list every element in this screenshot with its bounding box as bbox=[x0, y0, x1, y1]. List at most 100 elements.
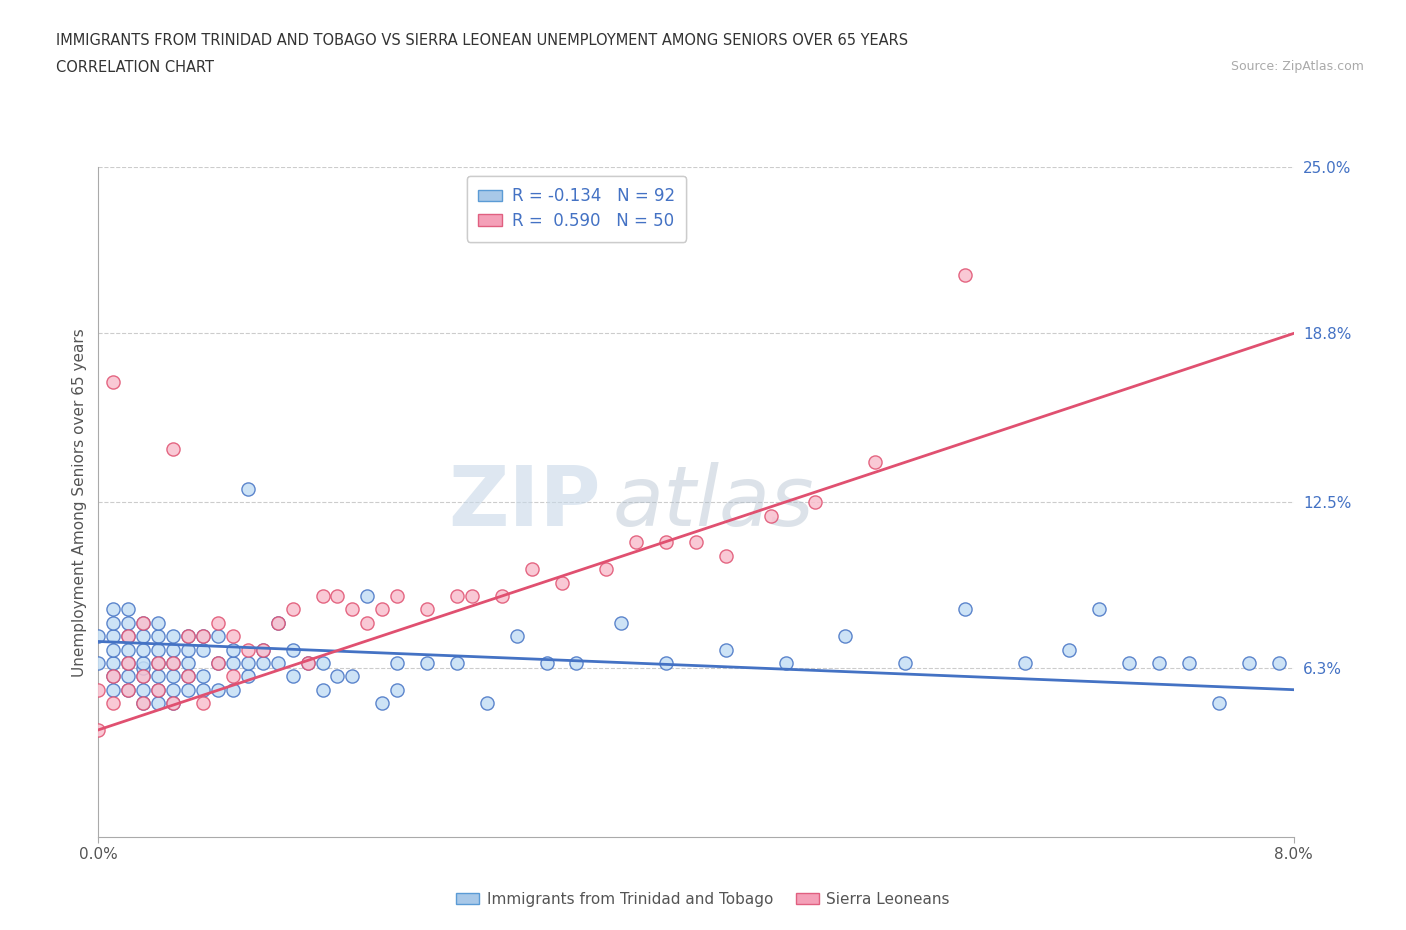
Point bbox=[267, 616, 290, 631]
Point bbox=[117, 629, 139, 644]
Point bbox=[162, 656, 184, 671]
Point bbox=[236, 482, 259, 497]
Point bbox=[222, 629, 245, 644]
Point bbox=[342, 669, 364, 684]
Point bbox=[461, 589, 484, 604]
Point bbox=[281, 669, 304, 684]
Point bbox=[87, 683, 110, 698]
Point bbox=[416, 656, 439, 671]
Point bbox=[297, 656, 319, 671]
Point bbox=[191, 683, 214, 698]
Point bbox=[87, 723, 110, 737]
Point bbox=[475, 696, 498, 711]
Point bbox=[267, 656, 290, 671]
Point bbox=[148, 656, 170, 671]
Point bbox=[103, 616, 125, 631]
Point bbox=[162, 669, 184, 684]
Point bbox=[1208, 696, 1230, 711]
Point bbox=[1118, 656, 1140, 671]
Point bbox=[162, 629, 184, 644]
Point bbox=[342, 602, 364, 617]
Point bbox=[132, 616, 155, 631]
Point bbox=[177, 642, 200, 657]
Point bbox=[536, 656, 558, 671]
Point bbox=[132, 669, 155, 684]
Point bbox=[162, 642, 184, 657]
Text: atlas: atlas bbox=[613, 461, 814, 543]
Point bbox=[117, 683, 139, 698]
Point bbox=[177, 656, 200, 671]
Point bbox=[550, 575, 572, 590]
Point bbox=[191, 669, 214, 684]
Point bbox=[148, 629, 170, 644]
Point bbox=[103, 669, 125, 684]
Point bbox=[117, 656, 139, 671]
Point bbox=[236, 656, 259, 671]
Point bbox=[385, 656, 409, 671]
Point bbox=[236, 642, 259, 657]
Point bbox=[759, 508, 782, 523]
Point bbox=[252, 642, 274, 657]
Point bbox=[222, 656, 245, 671]
Point bbox=[655, 535, 678, 550]
Point bbox=[132, 696, 155, 711]
Text: CORRELATION CHART: CORRELATION CHART bbox=[56, 60, 214, 75]
Point bbox=[356, 616, 378, 631]
Point bbox=[148, 616, 170, 631]
Point bbox=[162, 656, 184, 671]
Point bbox=[1088, 602, 1111, 617]
Point bbox=[207, 616, 229, 631]
Point bbox=[714, 549, 737, 564]
Point bbox=[222, 683, 245, 698]
Point bbox=[177, 629, 200, 644]
Point bbox=[132, 642, 155, 657]
Point bbox=[191, 642, 214, 657]
Point bbox=[267, 616, 290, 631]
Point bbox=[595, 562, 617, 577]
Point bbox=[834, 629, 856, 644]
Point bbox=[446, 589, 468, 604]
Y-axis label: Unemployment Among Seniors over 65 years: Unemployment Among Seniors over 65 years bbox=[72, 328, 87, 677]
Point bbox=[117, 602, 139, 617]
Point bbox=[162, 441, 184, 456]
Point bbox=[371, 696, 394, 711]
Point bbox=[385, 683, 409, 698]
Point bbox=[953, 267, 976, 282]
Point bbox=[655, 656, 678, 671]
Legend: R = -0.134   N = 92, R =  0.590   N = 50: R = -0.134 N = 92, R = 0.590 N = 50 bbox=[467, 176, 686, 242]
Point bbox=[953, 602, 976, 617]
Point bbox=[207, 656, 229, 671]
Point bbox=[863, 455, 886, 470]
Point bbox=[148, 642, 170, 657]
Point bbox=[311, 589, 333, 604]
Point bbox=[103, 696, 125, 711]
Point bbox=[177, 683, 200, 698]
Point bbox=[103, 629, 125, 644]
Point bbox=[117, 642, 139, 657]
Point bbox=[610, 616, 633, 631]
Point bbox=[1147, 656, 1170, 671]
Point bbox=[132, 669, 155, 684]
Point bbox=[222, 642, 245, 657]
Point bbox=[252, 656, 274, 671]
Point bbox=[252, 642, 274, 657]
Point bbox=[132, 661, 155, 676]
Point bbox=[117, 683, 139, 698]
Point bbox=[103, 602, 125, 617]
Point bbox=[191, 629, 214, 644]
Point bbox=[148, 656, 170, 671]
Point bbox=[385, 589, 409, 604]
Point bbox=[87, 629, 110, 644]
Point bbox=[311, 656, 333, 671]
Point bbox=[162, 683, 184, 698]
Point bbox=[1267, 656, 1289, 671]
Point bbox=[281, 602, 304, 617]
Point bbox=[103, 656, 125, 671]
Point bbox=[1059, 642, 1081, 657]
Point bbox=[132, 696, 155, 711]
Point bbox=[207, 683, 229, 698]
Point bbox=[148, 683, 170, 698]
Point bbox=[685, 535, 707, 550]
Point bbox=[804, 495, 827, 510]
Point bbox=[103, 669, 125, 684]
